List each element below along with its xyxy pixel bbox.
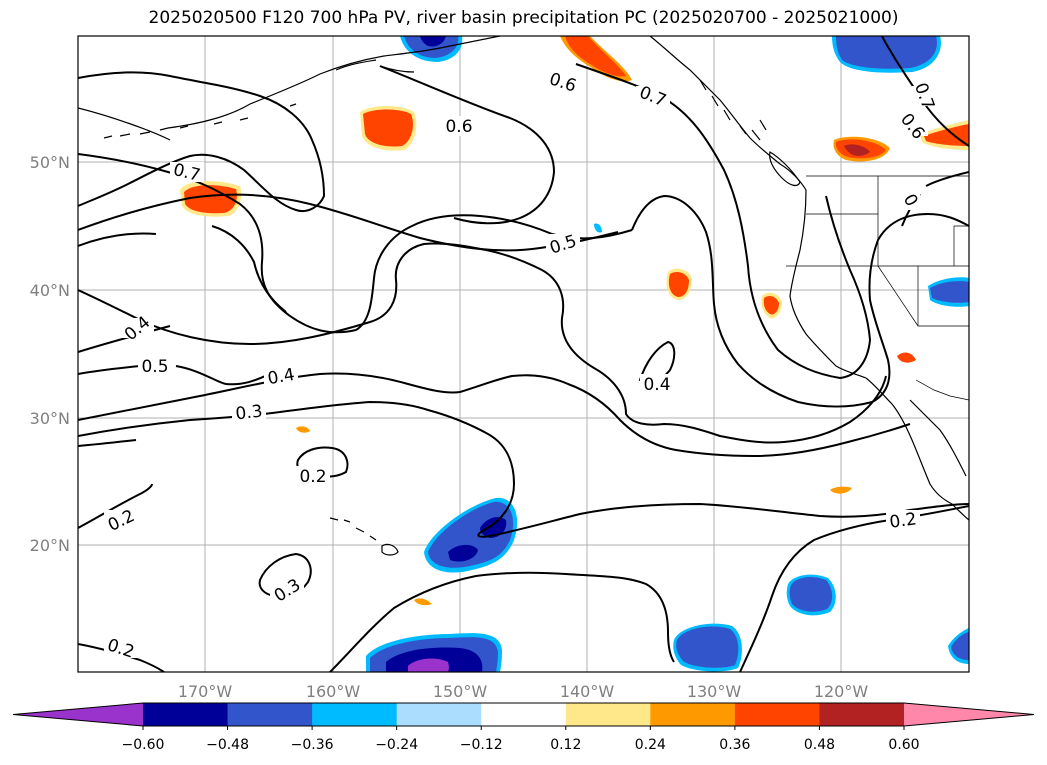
contour-label: 0.3	[235, 402, 264, 425]
vancouver-island	[769, 151, 801, 187]
colorbar-segment	[143, 703, 229, 726]
negative-precip-blobs	[366, 36, 969, 672]
colorbar-tick-label: 0.24	[635, 737, 666, 753]
precip-blob	[420, 36, 446, 47]
precip-blob	[789, 577, 833, 612]
map-frame	[77, 35, 970, 673]
lon-label-120w: 120°W	[814, 682, 869, 701]
contour-label: 0.2	[299, 467, 326, 487]
lon-label-170w: 170°W	[178, 682, 233, 701]
lat-label-50n: 50°N	[30, 153, 70, 172]
contour-line	[78, 193, 619, 252]
bc-coast	[649, 36, 807, 191]
contour-label: 0.6	[445, 117, 472, 137]
colorbar-ticks: −0.60 −0.48 −0.36 −0.24 −0.12 0.12 0.24 0.36 0.4…	[122, 726, 920, 753]
lon-label-130w: 130°W	[687, 682, 742, 701]
precip-blob	[565, 36, 626, 77]
contour-line	[78, 439, 137, 447]
precip-blob	[414, 598, 432, 606]
colorbar-segment	[312, 703, 398, 726]
contour-line	[258, 552, 312, 599]
lat-label-20n: 20°N	[30, 536, 70, 555]
contour-line	[78, 225, 287, 313]
contour-label: 0.4	[266, 365, 296, 389]
precip-blob	[844, 144, 870, 156]
gulf-california-coast	[909, 399, 967, 477]
colorbar-tick-label: −0.24	[375, 737, 418, 753]
colorbar-segment	[650, 703, 736, 726]
contour-line	[78, 365, 271, 386]
lon-label-150w: 150°W	[433, 682, 488, 701]
colorbar-segment	[481, 703, 567, 726]
lon-label-160w: 160°W	[306, 682, 361, 701]
latitude-labels: 20°N 30°N 40°N 50°N	[30, 153, 70, 555]
contour-line	[575, 63, 872, 380]
alaska-coast	[78, 36, 501, 141]
precip-blob	[951, 632, 969, 660]
contour-line	[78, 400, 969, 538]
colorbar-tick-label: 0.36	[719, 737, 750, 753]
precip-blob	[836, 36, 937, 69]
precip-blob	[763, 295, 779, 315]
precip-blob	[930, 281, 969, 303]
colorbar-segment	[396, 703, 482, 726]
contour-line	[78, 372, 911, 458]
colorbar-segment	[565, 703, 651, 726]
precip-blob	[404, 36, 459, 58]
colorbar-extend-min	[13, 703, 143, 726]
se-alaska-islands	[699, 79, 767, 141]
contour-label: 0.2	[888, 509, 918, 533]
positive-precip-blobs	[180, 36, 969, 606]
colorbar-tick-label: −0.60	[122, 737, 165, 753]
state-borders	[786, 175, 969, 401]
contour-line	[78, 71, 326, 212]
colorbar-segment	[227, 703, 313, 726]
contour-line	[881, 36, 969, 147]
contour-label-backgrounds	[104, 72, 938, 658]
aleutian-islands	[103, 103, 297, 139]
contour-line	[379, 65, 556, 225]
contour-label: 0.5	[141, 357, 168, 377]
contour-line	[78, 325, 171, 353]
colorbar-tick-label: −0.36	[291, 737, 334, 753]
map-area[interactable]	[78, 36, 969, 672]
precip-blob	[668, 272, 689, 297]
precip-blob	[480, 517, 507, 538]
chart-title: 2025020500 F120 700 hPa PV, river basin …	[148, 8, 899, 28]
colorbar-tick-label: 0.60	[888, 737, 919, 753]
colorbar	[12, 702, 1035, 727]
precip-blob	[897, 352, 916, 363]
lat-label-40n: 40°N	[30, 281, 70, 300]
precip-blob	[830, 486, 852, 494]
lon-label-140w: 140°W	[560, 682, 615, 701]
contour-line	[631, 194, 969, 408]
colorbar-segment	[819, 703, 905, 726]
hawaii-islands	[329, 517, 399, 556]
washington-oregon-coast	[789, 189, 867, 379]
colorbar-tick-label: −0.48	[206, 737, 249, 753]
precip-blob	[408, 658, 449, 672]
precip-blob	[594, 223, 602, 233]
coastlines	[78, 36, 969, 556]
contour-line	[78, 483, 153, 529]
contour-label: 0.4	[643, 375, 670, 395]
colorbar-extend-max	[904, 703, 1034, 726]
precip-blob	[363, 109, 413, 147]
contour-line	[78, 242, 887, 444]
contour-line	[78, 643, 165, 672]
colorbar-tick-label: 0.12	[550, 737, 581, 753]
colorbar-tick-label: 0.48	[804, 737, 835, 753]
precip-blob	[924, 124, 969, 146]
precip-blob	[676, 626, 739, 668]
colorbar-segment	[734, 703, 820, 726]
precip-blob	[296, 426, 310, 433]
precip-blob	[448, 544, 478, 562]
lat-label-30n: 30°N	[30, 409, 70, 428]
longitude-labels: 170°W 160°W 150°W 140°W 130°W 120°W	[178, 682, 869, 701]
pv-contours	[78, 36, 969, 672]
colorbar-tick-label: −0.12	[460, 737, 503, 753]
contour-line	[78, 153, 633, 334]
precip-blob	[184, 185, 237, 214]
